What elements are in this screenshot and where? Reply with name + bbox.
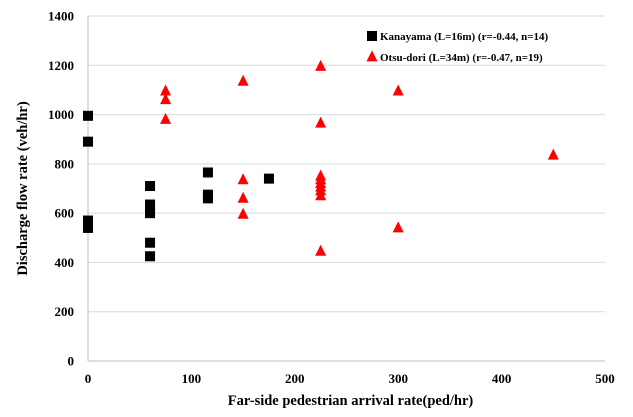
kanayama-point: [83, 136, 93, 147]
otsu-dori-point: [315, 189, 327, 201]
x-tick-label: 300: [388, 371, 408, 386]
y-tick-label: 0: [68, 354, 75, 369]
y-tick-label: 200: [55, 304, 75, 319]
y-axis-label: Discharge flow rate (veh/hr): [15, 101, 31, 276]
kanayama-point: [145, 208, 156, 219]
legend-label-otsu-dori: Otsu-dori (L=34m) (r=-0.47, n=19): [380, 52, 543, 64]
kanayama-point: [83, 222, 93, 233]
otsu-dori-point: [160, 93, 172, 105]
grid-lines: [88, 15, 605, 313]
kanayama-point: [202, 167, 213, 178]
otsu-dori-point: [237, 74, 249, 86]
kanayama-point: [202, 193, 213, 204]
axes: [87, 16, 605, 362]
otsu-dori-point: [547, 148, 559, 160]
otsu-dori-point: [237, 173, 249, 185]
otsu-dori-point: [237, 207, 249, 219]
legend-marker-kanayama: [367, 31, 377, 41]
legend: Kanayama (L=16m) (r=-0.44, n=14) Otsu-dor…: [366, 31, 549, 64]
otsu-dori-point: [315, 173, 327, 185]
legend-label-kanayama: Kanayama (L=16m) (r=-0.44, n=14): [380, 31, 549, 43]
y-tick-label: 1000: [48, 107, 74, 122]
otsu-dori-point: [160, 112, 172, 124]
x-tick-label: 0: [85, 371, 92, 386]
kanayama-point: [263, 173, 274, 184]
legend-marker-otsu-dori: [366, 50, 378, 62]
data-points: [83, 59, 559, 262]
x-axis-label: Far-side pedestrian arrival rate(ped/hr): [228, 393, 474, 409]
y-tick-label: 1200: [48, 58, 74, 73]
otsu-dori-point: [237, 191, 249, 203]
y-tick-label: 1400: [48, 9, 74, 24]
x-tick-labels: 0 100 200 300 400 500: [85, 371, 615, 386]
y-tick-label: 400: [55, 255, 75, 270]
kanayama-point: [83, 215, 93, 226]
x-tick-label: 100: [182, 371, 202, 386]
otsu-dori-point: [160, 84, 172, 96]
y-tick-label: 600: [55, 206, 75, 221]
otsu-dori-point: [315, 116, 327, 128]
x-tick-label: 200: [285, 371, 305, 386]
otsu-dori-point: [392, 221, 404, 233]
otsu-dori-point: [315, 244, 327, 256]
kanayama-point: [145, 181, 156, 192]
x-tick-label: 500: [595, 371, 615, 386]
y-tick-label: 800: [55, 156, 75, 171]
otsu-dori-point: [315, 59, 327, 71]
kanayama-point: [145, 237, 156, 248]
x-tick-label: 400: [492, 371, 512, 386]
y-tick-labels: 0 200 400 600 800 1000 1200 1400: [48, 9, 74, 369]
kanayama-point: [145, 251, 156, 262]
otsu-dori-point: [392, 84, 404, 96]
kanayama-point: [83, 110, 93, 121]
